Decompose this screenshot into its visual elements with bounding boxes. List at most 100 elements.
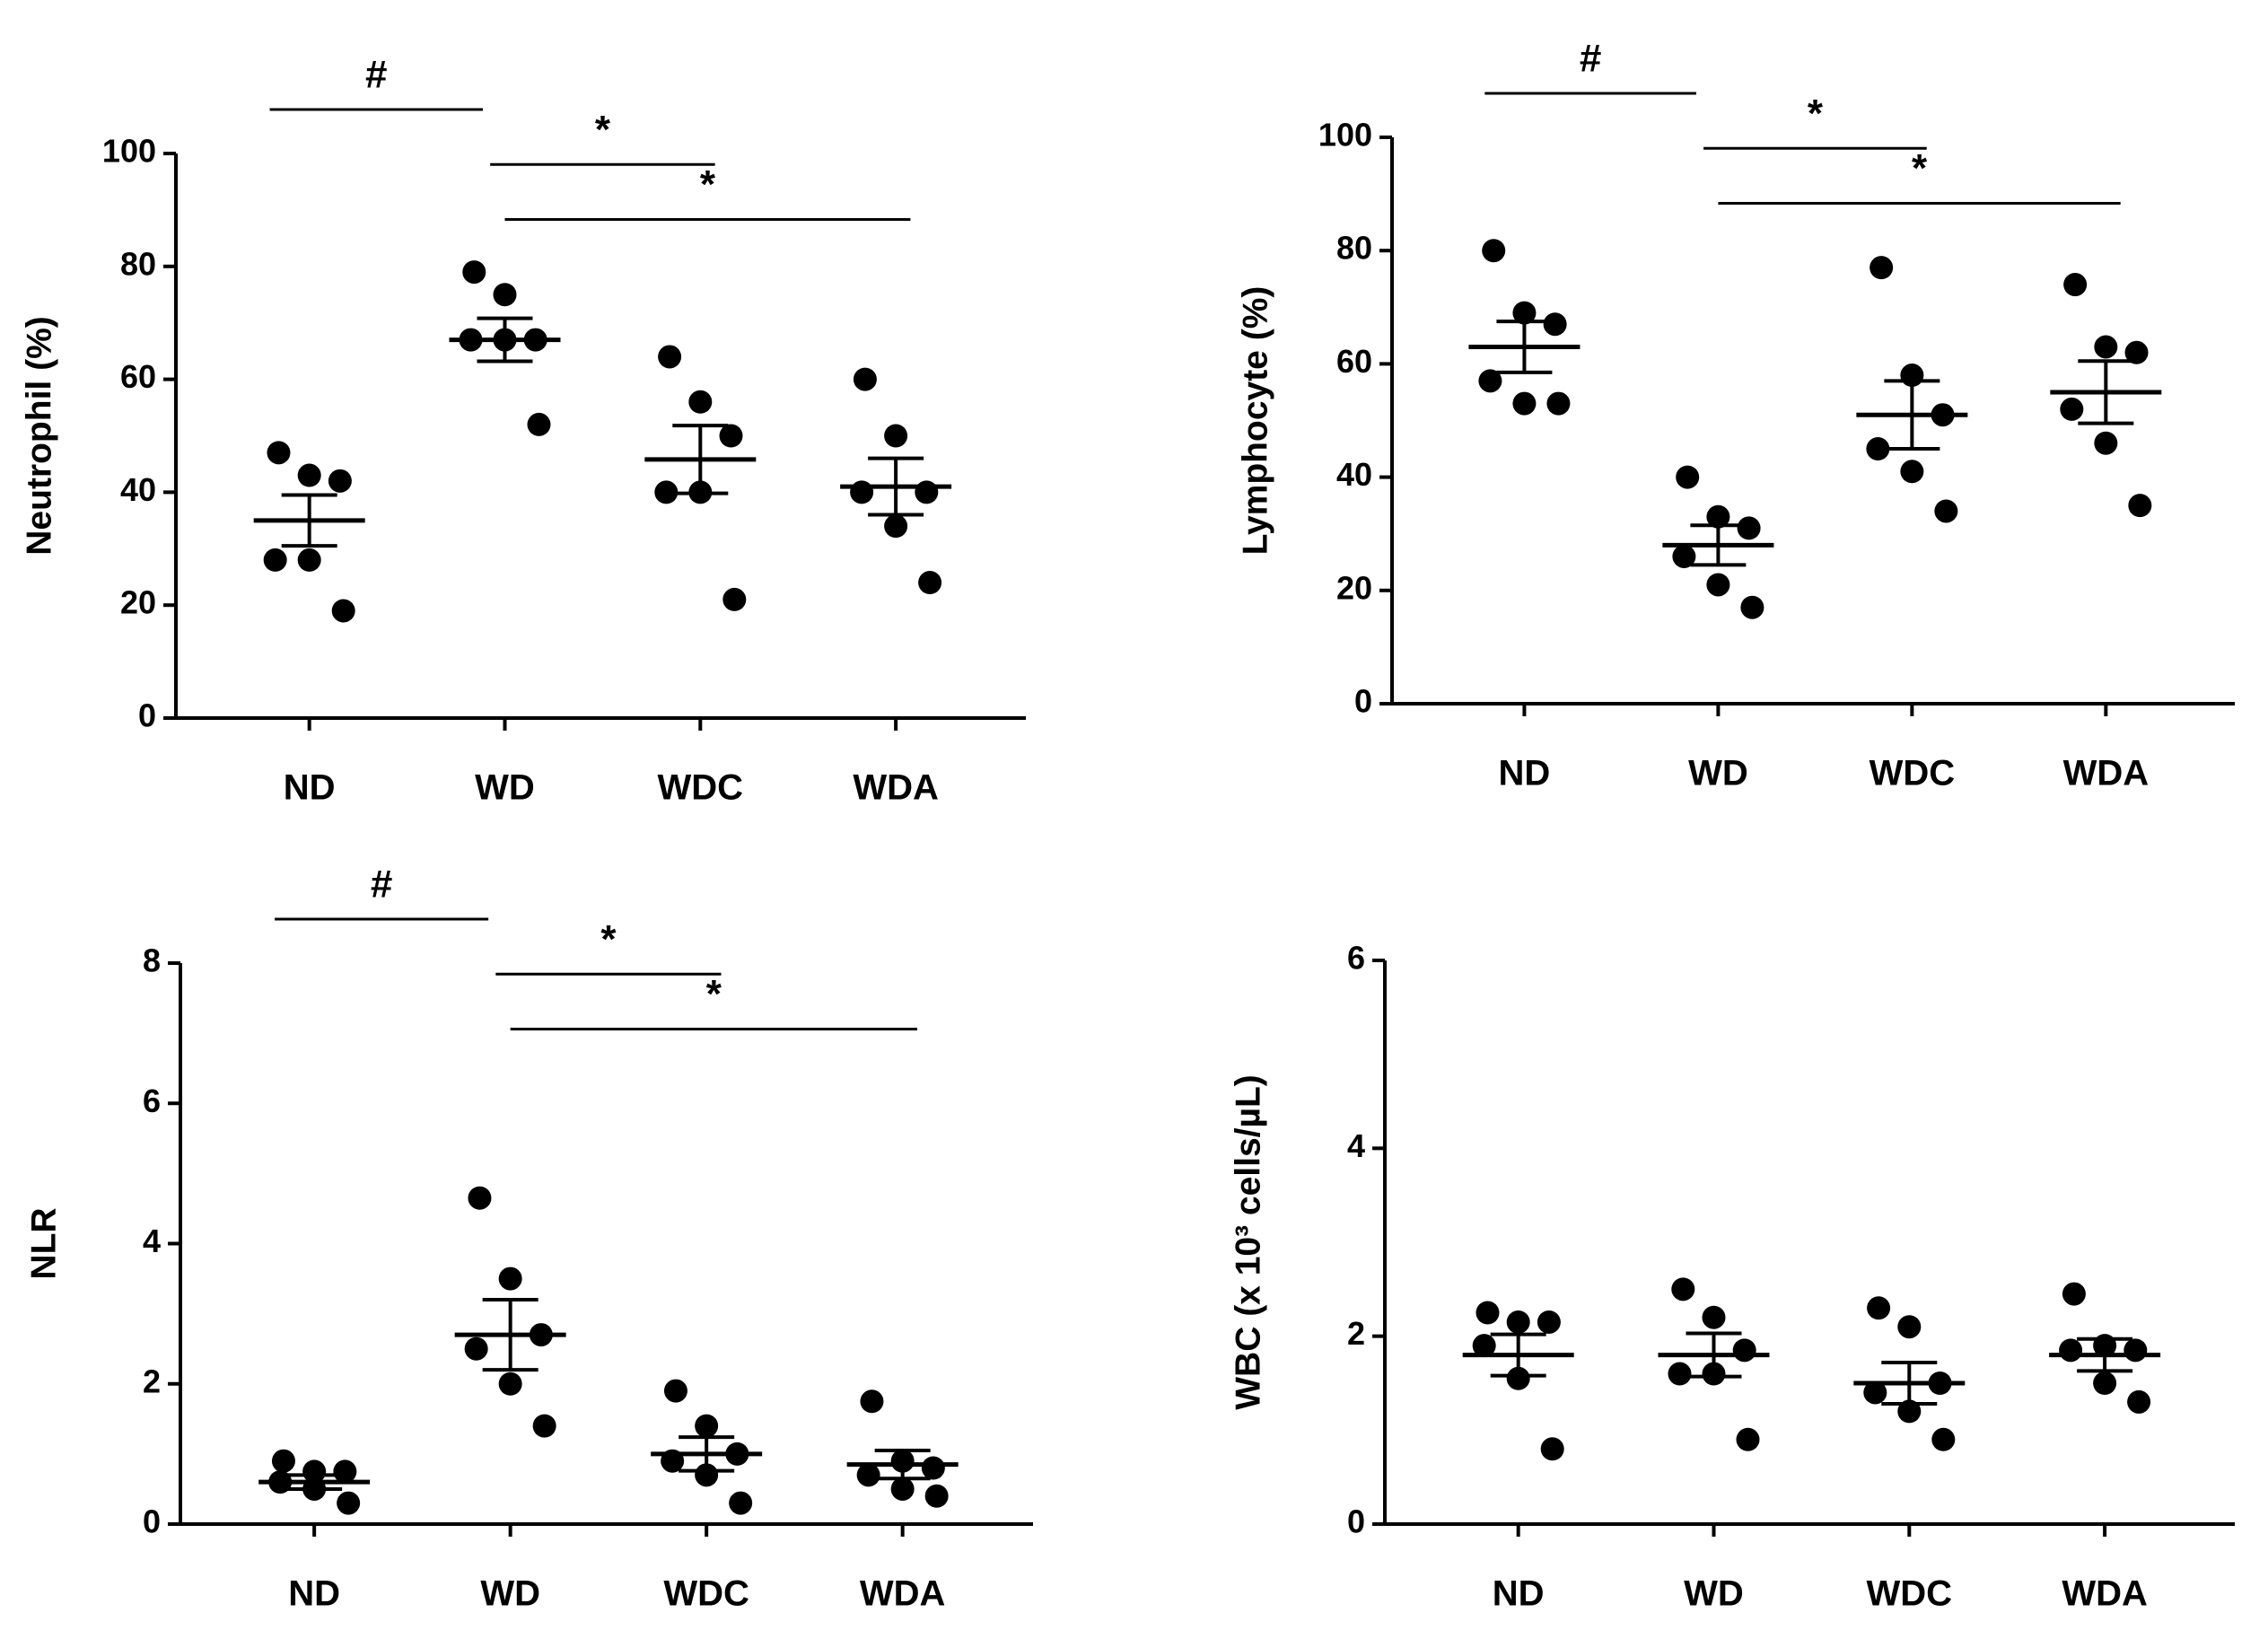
data-point	[2062, 1282, 2086, 1306]
y-tick-label: 100	[102, 133, 156, 170]
data-point	[271, 1449, 295, 1473]
data-point	[1900, 460, 1924, 484]
x-tick-label: ND	[1493, 1574, 1545, 1614]
y-tick-label: 4	[1347, 1127, 1365, 1164]
data-point	[688, 390, 713, 414]
panel: 0 2 4 6 WBC (x 10³ cells/µL) ND WD WDC WDA	[1229, 940, 2235, 1614]
data-point	[297, 463, 321, 487]
data-point	[1934, 499, 1958, 523]
x-tick-label: WD	[480, 1574, 540, 1614]
data-point	[464, 1336, 488, 1361]
data-point	[1472, 1334, 1496, 1358]
x-tick-label: ND	[288, 1574, 340, 1614]
data-point	[1863, 1380, 1887, 1405]
data-point	[2124, 340, 2149, 364]
data-point	[263, 548, 287, 572]
y-tick-label: 100	[1318, 117, 1372, 153]
data-point	[722, 587, 747, 611]
data-point	[1736, 1427, 1760, 1451]
data-point	[498, 1266, 522, 1291]
data-point	[297, 548, 321, 572]
data-point	[331, 599, 355, 623]
data-point	[328, 469, 352, 493]
data-point	[1867, 1296, 1891, 1320]
data-point	[1537, 1310, 1561, 1334]
panel: 0 20 40 60 80 100 Neutrophil (%) ND WD WDC WDA # * *	[20, 53, 1026, 808]
data-point	[658, 345, 682, 369]
significance-label: #	[371, 863, 392, 907]
data-point	[719, 424, 743, 448]
x-tick-label: WDA	[860, 1574, 946, 1614]
data-point	[890, 1477, 915, 1501]
data-point	[1546, 391, 1571, 416]
data-point	[918, 571, 942, 595]
data-point	[924, 1484, 949, 1508]
data-point	[2093, 1371, 2117, 1395]
y-tick-label: 8	[143, 942, 161, 979]
data-point	[663, 1379, 687, 1403]
y-tick-label: 60	[1336, 343, 1372, 380]
x-tick-label: WD	[475, 768, 535, 808]
y-tick-label: 20	[120, 584, 156, 621]
data-point	[1671, 1277, 1695, 1301]
y-tick-label: 0	[1354, 683, 1372, 720]
data-point	[1543, 312, 1567, 337]
significance-label: *	[1912, 146, 1928, 190]
y-tick-label: 2	[143, 1363, 161, 1399]
significance-label: #	[365, 53, 387, 97]
data-point	[856, 1463, 880, 1487]
y-tick-label: 80	[120, 245, 156, 282]
data-point	[2128, 494, 2152, 518]
data-point	[853, 367, 877, 391]
data-point	[1870, 256, 1894, 280]
data-point	[1672, 544, 1696, 568]
data-point	[1740, 595, 1764, 619]
data-point	[695, 1414, 719, 1438]
data-point	[1506, 1366, 1530, 1390]
data-point	[884, 424, 908, 448]
data-point	[1668, 1362, 1692, 1386]
x-tick-label: WDC	[1867, 1574, 1953, 1614]
x-tick-label: ND	[284, 768, 336, 808]
data-point	[1478, 369, 1502, 393]
data-point	[884, 514, 908, 539]
data-point	[2094, 431, 2118, 455]
y-tick-label: 6	[1347, 940, 1365, 977]
x-tick-label: WD	[1684, 1574, 1744, 1614]
data-point	[2094, 335, 2118, 359]
data-point	[1482, 239, 1506, 263]
data-point	[921, 1456, 945, 1480]
data-point	[468, 1186, 492, 1210]
data-point	[1702, 1305, 1726, 1329]
y-tick-label: 0	[138, 697, 156, 734]
y-axis-label: Neutrophil (%)	[20, 316, 58, 555]
significance-label: *	[595, 108, 611, 152]
x-tick-label: WDC	[658, 768, 744, 808]
y-tick-label: 40	[120, 471, 156, 508]
data-point	[1737, 516, 1761, 540]
data-point	[850, 480, 874, 504]
data-point	[860, 1389, 884, 1414]
data-point	[915, 480, 939, 504]
data-point	[493, 283, 517, 307]
significance-label: #	[1580, 37, 1601, 81]
y-tick-label: 0	[1347, 1503, 1365, 1540]
y-tick-label: 60	[120, 358, 156, 395]
x-tick-label: WDA	[853, 768, 939, 808]
data-point	[527, 412, 551, 436]
data-point	[1506, 1310, 1530, 1334]
data-point	[462, 260, 486, 285]
data-point	[1866, 437, 1890, 461]
y-axis-label: NLR	[24, 1207, 63, 1279]
data-point	[2124, 1338, 2148, 1363]
significance-label: *	[700, 162, 716, 206]
data-point	[532, 1414, 556, 1438]
data-point	[1540, 1437, 1564, 1461]
x-tick-label: ND	[1499, 754, 1551, 793]
data-point	[1512, 301, 1537, 325]
data-point	[654, 480, 679, 504]
data-point	[302, 1459, 327, 1484]
data-point	[1512, 391, 1537, 416]
